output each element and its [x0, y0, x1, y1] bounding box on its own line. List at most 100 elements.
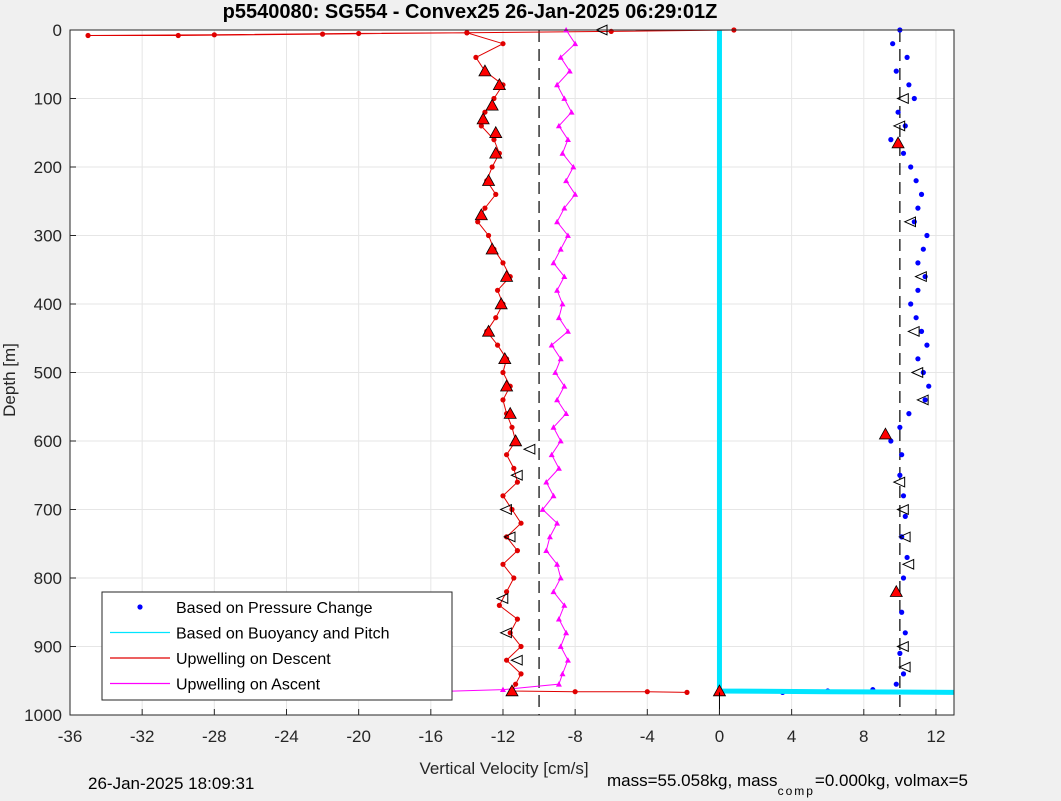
upwelling-on-ascent-point [550, 424, 557, 430]
upwelling-on-ascent-point [554, 561, 561, 567]
upwelling-on-ascent-line [398, 29, 576, 693]
y-tick-label: 500 [34, 364, 62, 383]
upwelling-on-ascent-point [543, 479, 550, 485]
red-triangle-marker [508, 434, 523, 447]
legend-swatch-based-on-pressure-change [137, 604, 143, 610]
based-on-pressure-change-point [904, 554, 910, 561]
based-on-pressure-change-point [913, 178, 919, 184]
upwelling-on-ascent-point [572, 191, 579, 197]
upwelling-on-ascent-point [561, 602, 568, 608]
y-tick-label: 300 [34, 227, 62, 246]
upwelling-on-ascent-point [557, 246, 564, 252]
based-on-pressure-change-point [900, 575, 907, 581]
upwelling-on-descent-point [518, 671, 524, 677]
upwelling-on-ascent-point [550, 259, 557, 266]
open-triangle-marker [892, 120, 906, 132]
based-on-pressure-change-point [926, 383, 932, 389]
upwelling-on-ascent-point [557, 438, 564, 444]
y-tick-label: 400 [34, 295, 62, 314]
upwelling-on-ascent-point [554, 218, 561, 225]
x-tick-label: 12 [926, 727, 945, 746]
upwelling-on-ascent-point [564, 232, 571, 238]
upwelling-on-ascent-point [550, 588, 557, 595]
upwelling-on-descent-point [464, 30, 470, 36]
upwelling-on-descent-point [319, 31, 326, 37]
open-triangle-marker [896, 640, 909, 653]
upwelling-on-descent-point [500, 260, 506, 266]
red-triangle-marker [474, 208, 489, 221]
upwelling-on-ascent-point [563, 410, 570, 416]
chart-title: p5540080: SG554 - Convex25 26-Jan-2025 0… [223, 1, 718, 23]
based-on-pressure-change-point [915, 356, 921, 362]
based-on-pressure-change-point [924, 232, 930, 239]
upwelling-on-ascent-point [561, 95, 568, 101]
based-on-pressure-change-point [899, 452, 905, 458]
upwelling-on-ascent-point [566, 68, 573, 74]
based-on-pressure-change-point [902, 630, 908, 636]
y-tick-label: 700 [34, 501, 62, 520]
upwelling-on-ascent-point [555, 681, 562, 687]
based-on-pressure-change-point [906, 82, 912, 88]
based-on-pressure-change-point [908, 164, 914, 170]
footer-comp-subscript: comp [777, 784, 815, 798]
based-on-pressure-change-point [902, 513, 908, 519]
upwelling-on-descent-point [500, 369, 506, 376]
upwelling-on-descent-point [500, 397, 506, 403]
open-triangle-marker [896, 503, 909, 516]
upwelling-on-ascent-point [539, 506, 546, 512]
based-on-pressure-change-point [897, 424, 903, 430]
based-on-pressure-change-point [922, 397, 928, 403]
upwelling-on-descent-point [513, 681, 519, 687]
based-on-pressure-change-point [913, 315, 919, 321]
upwelling-on-ascent-point [554, 520, 561, 526]
x-tick-label: -36 [58, 727, 83, 746]
upwelling-on-ascent-point [559, 150, 566, 156]
open-triangle-marker [916, 394, 929, 406]
based-on-pressure-change-point [904, 54, 910, 61]
based-on-pressure-change-point [915, 205, 921, 211]
upwelling-on-descent-point [509, 424, 515, 430]
upwelling-on-descent-point [511, 575, 517, 581]
open-triangle-marker [903, 216, 917, 228]
based-on-pressure-change-point [897, 472, 903, 478]
upwelling-on-descent-point [507, 630, 513, 636]
upwelling-on-ascent-point [555, 122, 562, 129]
legend-label-upwelling-on-ascent: Upwelling on Ascent [176, 677, 321, 694]
upwelling-on-descent-point [493, 191, 499, 197]
marker-layer [474, 24, 929, 715]
upwelling-on-descent-point [175, 32, 181, 39]
upwelling-on-ascent-point [557, 355, 564, 362]
open-triangle-marker [502, 531, 516, 543]
open-triangle-marker [901, 558, 915, 570]
upwelling-on-ascent-point [555, 616, 562, 622]
y-axis-ticks: 0 100 200 300 400 500 600 700 800 900 1000 [24, 21, 76, 725]
upwelling-on-descent-point [509, 506, 515, 513]
x-tick-label: 0 [715, 727, 724, 746]
based-on-pressure-change-point [899, 609, 905, 615]
open-triangle-marker [522, 443, 536, 455]
legend-label-based-on-pressure-change: Based on Pressure Change [176, 600, 373, 617]
red-triangle-marker [494, 297, 508, 310]
upwelling-on-ascent-point [554, 287, 561, 293]
red-triangle-marker [485, 98, 499, 111]
upwelling-on-ascent-point [499, 686, 506, 693]
based-on-pressure-change-point [897, 650, 903, 656]
upwelling-on-descent-point [500, 561, 506, 567]
open-triangle-marker [510, 654, 523, 666]
x-tick-label: -28 [202, 727, 227, 746]
y-tick-label: 800 [34, 569, 62, 588]
based-on-pressure-change-point [922, 274, 928, 280]
upwelling-on-ascent-point [557, 575, 564, 581]
upwelling-on-descent-point [485, 232, 492, 239]
upwelling-on-descent-point [518, 643, 524, 650]
upwelling-on-ascent-point [552, 369, 559, 375]
upwelling-on-descent-point [475, 219, 481, 225]
upwelling-on-ascent-point [557, 54, 564, 60]
based-on-pressure-change-point [895, 109, 901, 115]
legend-box [101, 591, 453, 701]
upwelling-on-ascent-point [554, 81, 561, 88]
open-triangle-marker [495, 592, 509, 605]
based-on-pressure-change-point [915, 260, 921, 266]
red-triangle-marker [499, 379, 514, 392]
red-triangle-marker [499, 269, 514, 282]
